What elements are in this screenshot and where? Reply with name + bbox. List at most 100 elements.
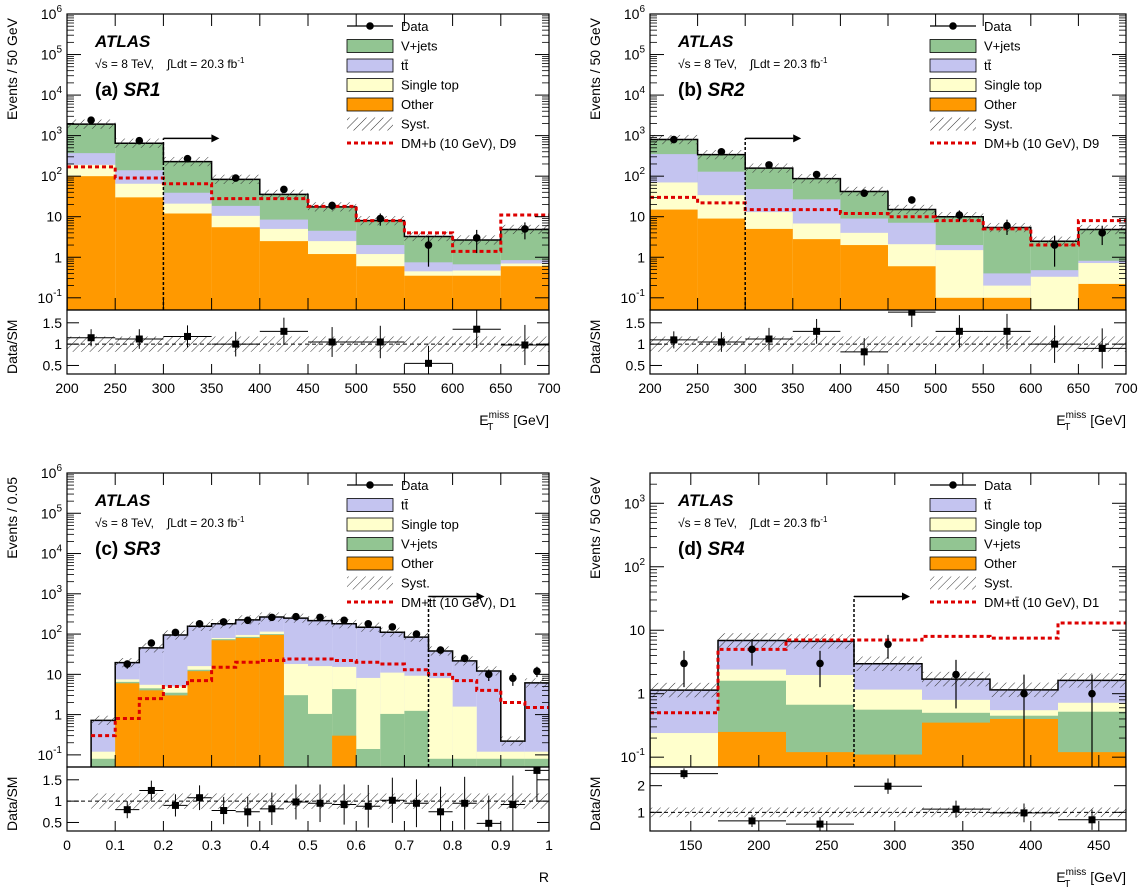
x-tick-label: 0.1 [105,837,125,853]
x-tick-label: 400 [1019,837,1043,853]
main-plot-area [650,592,1126,767]
legend-label-singletop: Single top [401,517,459,532]
data-point [123,660,132,668]
data-point [955,211,964,219]
y-tick-label: 106 [41,4,63,22]
data-point [219,618,228,626]
legend-swatch-other [346,97,394,112]
bar-other [211,227,260,310]
ratio-y-tick-label: 1 [54,793,62,809]
ratio-y-tick-label: 0.5 [626,357,646,373]
y-tick-label: 10-1 [38,745,63,763]
x-tick-label: 450 [876,380,900,396]
atlas-label: ATLAS [94,32,151,51]
bar-other [404,275,453,310]
panel-d: 10-1 1 10 102 103 Events / 50 GeV ATLAS √s = 8 … [587,472,1127,890]
ratio-point [461,799,469,807]
legend-label-ttbar: tt̄ [984,498,992,513]
ratio-plot-area [650,310,1126,369]
bar-vjets [428,758,453,767]
y-tick-label: 104 [624,85,646,103]
data-point [328,201,336,210]
x-tick-label: 350 [951,837,975,853]
ratio-frame [649,766,1127,832]
legend-label-other: Other [401,556,434,571]
legend-swatch-singletop [929,78,977,92]
x-tick-label: 250 [815,837,839,853]
x-tick-label: 500 [924,380,948,396]
legend-swatch-singletop [346,78,394,92]
x-tick-label: 0.6 [346,837,366,853]
x-tick-label: 600 [1019,380,1043,396]
bar-other [115,197,164,310]
data-point [533,667,541,675]
ratio-point [425,359,432,367]
ratio-point [171,801,179,809]
data-point [884,640,892,649]
legend-swatch-vjets [346,537,394,551]
bar-vjets [356,748,381,767]
ratio-point [328,338,336,346]
x-axis-title: Emiss T [GeV] [1056,867,1126,890]
y-tick-label: 1 [54,707,62,723]
legend-label-other: Other [984,556,1017,571]
data-point [509,674,517,683]
bar-other [888,266,936,310]
ratio-plot-area [67,767,549,831]
syst-band [854,656,922,672]
x-tick-label: 300 [734,380,758,396]
x-tick-label: 0.3 [202,837,222,853]
legend-swatch-other [929,556,977,571]
y-tick-label: 10 [629,622,645,638]
legend-label-vjets: V+jets [401,39,438,54]
y-tick-label: 105 [624,45,646,63]
lumi-label: ∫Ldt = 20.3 fb-1 [166,515,245,530]
ratio-point [509,801,517,809]
x-axis-title: Emiss T [GeV] [479,410,549,433]
ratio-y-title: Data/SM [4,320,20,374]
legend-syst-swatch [930,117,976,131]
legend-label-data: Data [984,19,1012,34]
y-tick-label: 103 [41,126,63,144]
legend-label-other: Other [984,97,1017,112]
x-tick-label: 0.7 [395,837,415,853]
data-point [460,654,469,663]
x-tick-label: 700 [1114,380,1138,396]
bar-other [211,640,236,767]
data-point [340,616,348,625]
bar-ttbar [476,670,501,767]
ratio-point [884,782,892,790]
x-tick-label: 200 [638,380,662,396]
legend-data-marker [949,22,957,30]
signal-line [91,657,549,738]
bar-other [922,722,990,767]
legend-label-signal: DM+tt̄ (10 GeV), D1 [401,595,516,610]
data-point [376,214,385,223]
x-tick-label: 0.8 [443,837,463,853]
y-axis-title: Events / 50 GeV [4,17,20,120]
ratio-point [952,805,960,813]
ratio-point [717,338,725,346]
syst-band [792,174,841,184]
bar-vjets [308,713,333,767]
x-tick-label: 700 [537,380,561,396]
ratio-point [147,786,155,794]
bar-other [259,241,308,310]
x-tick-label: 550 [393,380,417,396]
bar-other [163,213,212,310]
x-tick-label: 250 [686,380,710,396]
region-label: (d) SR4 [678,539,745,560]
syst-band [259,189,308,200]
x-tick-label: 250 [104,380,128,396]
syst-band [139,643,164,653]
legend-swatch-other [929,97,977,112]
legend-swatch-singletop [929,517,977,532]
data-point [670,135,678,144]
syst-band [67,119,116,129]
bar-other [332,735,357,767]
atlas-label: ATLAS [94,491,151,510]
legend-label-data: Data [401,478,429,493]
y-tick-label: 10-1 [38,288,63,306]
legend-syst-swatch [347,117,393,131]
ratio-y-tick-label: 2 [637,778,645,794]
